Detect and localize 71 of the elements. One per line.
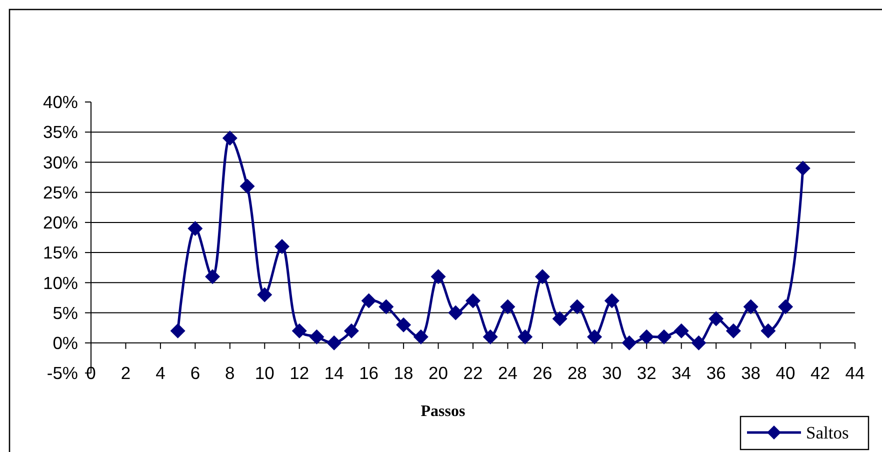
point	[760, 323, 776, 338]
x-tick-label: 24	[498, 363, 518, 384]
point	[448, 305, 464, 320]
point	[778, 299, 794, 314]
point	[170, 323, 186, 338]
point	[500, 299, 516, 314]
y-tick-label: 10%	[42, 272, 78, 293]
y-tick-label: 15%	[42, 242, 78, 263]
y-tick-label: 5%	[52, 302, 78, 323]
x-tick-label: 32	[636, 363, 656, 384]
y-tick-label: 35%	[42, 122, 78, 142]
point	[570, 299, 585, 314]
point	[378, 299, 394, 314]
point	[482, 329, 498, 344]
x-tick-label: 2	[120, 363, 131, 384]
point	[292, 323, 307, 338]
point	[396, 317, 412, 332]
point	[708, 311, 724, 326]
x-tick-label: 10	[254, 363, 275, 384]
x-tick-label: 40	[776, 363, 796, 384]
point	[240, 178, 255, 194]
point	[743, 299, 758, 314]
point	[344, 323, 359, 338]
point	[604, 293, 620, 308]
x-tick-label: 20	[428, 363, 448, 384]
point	[309, 329, 324, 344]
x-axis-title: Passos	[420, 403, 466, 420]
point	[205, 269, 220, 284]
y-tick-label: 20%	[42, 212, 78, 233]
x-tick-label: 8	[225, 363, 235, 384]
point	[518, 329, 533, 344]
point	[534, 269, 550, 284]
y-tick-label: 0%	[52, 333, 78, 354]
x-tick-label: 36	[706, 363, 726, 384]
point	[726, 323, 741, 338]
x-tick-label: 16	[359, 363, 379, 384]
point	[326, 335, 342, 350]
point	[795, 160, 810, 176]
point	[587, 329, 602, 344]
x-tick-label: 4	[156, 363, 166, 384]
x-tick-label: 30	[602, 363, 622, 384]
x-tick-label: 44	[845, 363, 865, 384]
point	[691, 335, 706, 350]
point	[622, 335, 637, 350]
x-tick-label: 12	[290, 363, 310, 384]
x-tick-label: 22	[463, 363, 483, 384]
point	[639, 329, 654, 344]
point	[413, 329, 428, 344]
point	[274, 239, 290, 254]
y-tick-label: 25%	[42, 182, 78, 202]
x-tick-label: 6	[190, 363, 200, 384]
point	[257, 287, 272, 302]
point	[222, 130, 238, 146]
point	[552, 311, 568, 326]
point	[430, 269, 446, 284]
point	[674, 323, 689, 338]
x-tick-label: 34	[672, 363, 692, 384]
y-tick-label: -5%	[46, 363, 78, 384]
x-tick-label: 18	[394, 363, 414, 384]
point	[656, 329, 672, 344]
x-tick-label: 26	[532, 363, 552, 384]
point	[188, 220, 203, 236]
point	[361, 293, 376, 308]
y-tick-label: 30%	[42, 152, 78, 172]
legend-label: Saltos	[806, 422, 849, 443]
x-tick-label: 14	[324, 363, 344, 384]
y-tick-label: 40%	[42, 92, 78, 112]
point	[466, 293, 480, 308]
x-tick-label: 28	[567, 363, 587, 384]
x-tick-label: 38	[741, 363, 761, 384]
x-tick-label: 42	[810, 363, 830, 384]
